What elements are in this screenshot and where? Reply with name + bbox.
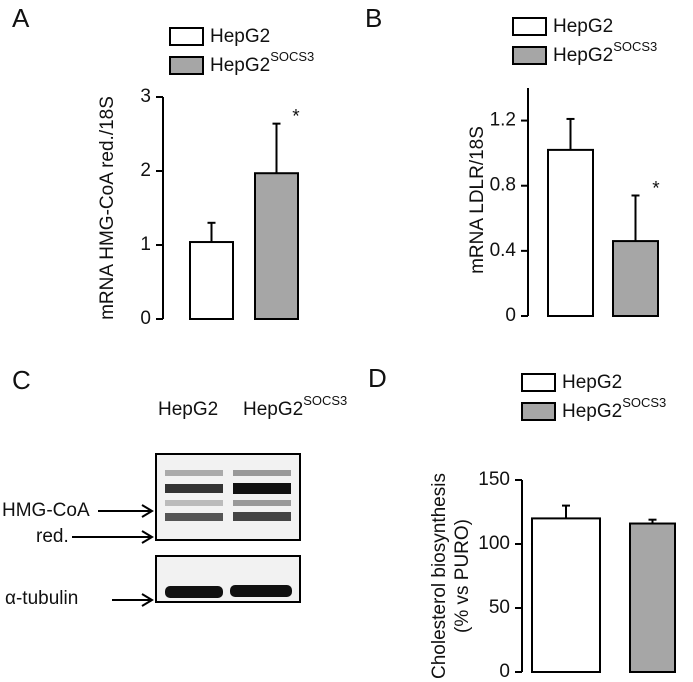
band [230, 585, 292, 597]
y-axis-label: (% vs PURO) [452, 519, 473, 633]
legend-name: HepG2 [553, 16, 613, 37]
lane-label: HepG2SOCS3 [243, 393, 347, 420]
legend-name: HepG2 [553, 45, 613, 66]
y-axis-label: mRNA LDLR/18S [467, 126, 488, 274]
legend-swatch [169, 27, 204, 46]
y-axis-label: mRNA HMG-CoA red./18S [97, 96, 118, 320]
y-tick-label: 0 [140, 308, 151, 329]
band-label: red. [36, 526, 69, 547]
legend-name: HepG2 [210, 55, 270, 76]
panel-label: C [12, 365, 31, 395]
y-tick-label: 0 [499, 661, 510, 682]
y-tick-label: 1 [140, 234, 151, 255]
legend-swatch [521, 373, 556, 392]
y-tick-label: 0 [505, 305, 516, 326]
blot-box [155, 453, 301, 541]
significance-mark: * [652, 179, 660, 200]
band-label: HMG-CoA [2, 500, 90, 521]
panel-label: D [368, 363, 387, 393]
bar [629, 522, 676, 674]
band [165, 500, 223, 506]
band [233, 500, 291, 506]
y-tick-label: 100 [478, 533, 510, 554]
y-tick-label: 0.4 [490, 240, 517, 261]
bar [254, 172, 299, 320]
lane-label-main: HepG2 [243, 399, 303, 420]
band-label: α-tubulin [5, 588, 78, 609]
y-axis-label: Cholesterol biosynthesis [429, 473, 450, 679]
y-tick-label: 0.8 [490, 175, 516, 196]
legend-swatch [512, 46, 547, 65]
arrow [72, 504, 154, 607]
y-tick-label: 3 [140, 86, 151, 107]
legend-name: HepG2 [210, 26, 270, 47]
legend-label: HepG2 [562, 372, 622, 393]
band [233, 483, 291, 494]
legend-name: HepG2 [562, 372, 622, 393]
legend-label: HepG2 [210, 26, 270, 47]
y-tick-label: 150 [478, 469, 510, 490]
legend-label: HepG2 [553, 16, 613, 37]
band [165, 586, 223, 598]
y-tick-label: 1.2 [490, 110, 516, 131]
y-tick-label: 50 [489, 597, 510, 618]
bar [547, 148, 594, 317]
legend-sup: SOCS3 [270, 49, 314, 64]
panel-label: A [12, 3, 30, 33]
y-tick-label: 2 [140, 160, 151, 181]
legend-swatch [512, 17, 547, 36]
significance-mark: * [292, 107, 300, 128]
lane-label: HepG2 [158, 399, 218, 420]
bar [189, 241, 234, 320]
panel-label: B [365, 3, 382, 33]
legend-label: HepG2SOCS3 [562, 395, 666, 422]
legend-swatch [169, 56, 204, 75]
band [233, 470, 291, 476]
blot-panel: C HepG2 HepG2SOCS3 HMG-CoA red. α-tubuli… [2, 365, 347, 609]
legend-name: HepG2 [562, 401, 622, 422]
bar [531, 517, 601, 674]
legend-sup: SOCS3 [613, 39, 657, 54]
band [165, 513, 223, 521]
legend-sup: SOCS3 [622, 395, 666, 410]
bar-panel: D 0 50 100 150 Cholesterol biosynthesis (% vs … [368, 363, 676, 682]
bar [612, 240, 659, 317]
band [233, 512, 291, 521]
band [165, 484, 223, 493]
lane-label-sup: SOCS3 [303, 393, 347, 408]
legend-label: HepG2SOCS3 [553, 39, 657, 66]
band [165, 470, 223, 476]
legend-label: HepG2SOCS3 [210, 49, 314, 76]
legend-swatch [521, 402, 556, 421]
